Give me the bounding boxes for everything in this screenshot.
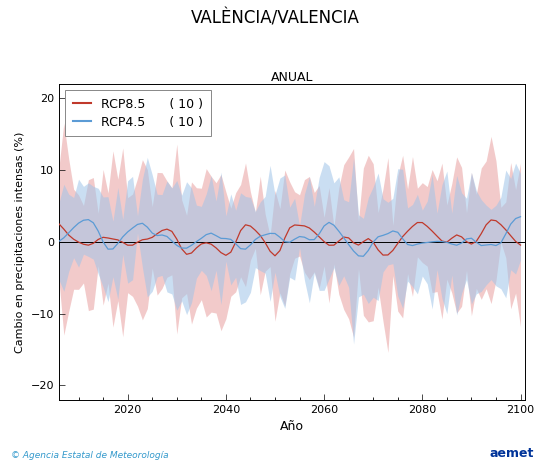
Title: ANUAL: ANUAL — [271, 71, 313, 84]
Text: aemet: aemet — [489, 447, 534, 460]
Text: © Agencia Estatal de Meteorología: © Agencia Estatal de Meteorología — [11, 451, 169, 460]
Y-axis label: Cambio en precipitaciones intensas (%): Cambio en precipitaciones intensas (%) — [15, 131, 25, 353]
Legend: RCP8.5      ( 10 ), RCP4.5      ( 10 ): RCP8.5 ( 10 ), RCP4.5 ( 10 ) — [65, 91, 211, 136]
X-axis label: Año: Año — [280, 420, 304, 433]
Text: VALÈNCIA/VALENCIA: VALÈNCIA/VALENCIA — [190, 9, 360, 27]
